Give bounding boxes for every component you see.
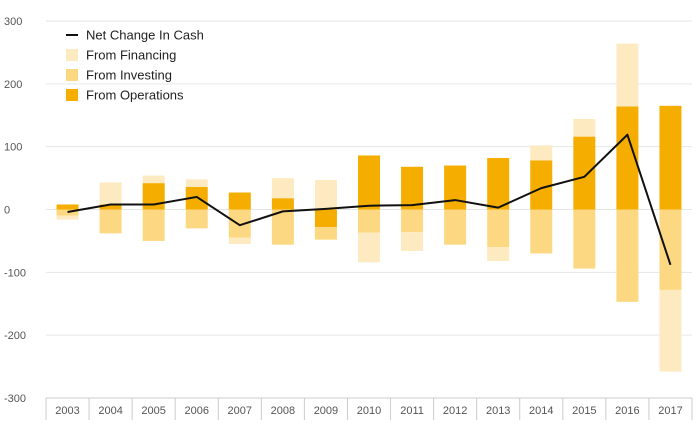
bar-from-investing-2005 <box>142 209 165 241</box>
legend-swatch-from-investing <box>66 69 78 81</box>
bar-from-operations-2016 <box>616 106 639 210</box>
x-tick-label-2008: 2008 <box>271 405 295 417</box>
bar-from-operations-2004 <box>99 204 122 210</box>
legend: Net Change In Cash From Financing From Inv… <box>66 28 204 103</box>
bar-from-financing-2003 <box>56 215 79 220</box>
bars <box>56 43 682 372</box>
bar-from-operations-2013 <box>487 157 510 210</box>
bar-from-investing-2013 <box>487 209 510 248</box>
y-tick-label: 200 <box>4 79 22 91</box>
bar-from-financing-2016 <box>616 43 639 107</box>
bar-from-investing-2017 <box>659 209 682 290</box>
x-tick-label-2007: 2007 <box>228 405 252 417</box>
bar-from-operations-2010 <box>358 155 380 210</box>
y-tick-label: -300 <box>4 393 26 405</box>
x-tick-label-2016: 2016 <box>615 405 639 417</box>
y-tick-label: 100 <box>4 142 22 154</box>
axes: 300 200 100 0 -100 -200 -300 2003 2004 2005 2006 20… <box>4 16 693 420</box>
legend-label-net-change: Net Change In Cash <box>86 28 204 43</box>
bar-from-investing-2016 <box>616 209 639 302</box>
bar-from-operations-2007 <box>228 192 251 210</box>
bar-from-financing-2007 <box>228 237 251 245</box>
bar-from-investing-2006 <box>185 209 208 229</box>
x-tick-label-2005: 2005 <box>141 405 165 417</box>
bar-from-investing-2008 <box>271 209 294 245</box>
bar-from-investing-2003 <box>56 209 79 216</box>
x-tick-label-2010: 2010 <box>357 405 381 417</box>
legend-swatch-from-operations <box>66 89 78 101</box>
bar-from-operations-2014 <box>530 160 553 210</box>
y-tick-label: -100 <box>4 267 26 279</box>
x-tick-label-2003: 2003 <box>55 405 79 417</box>
bar-from-investing-2011 <box>401 209 424 233</box>
x-tick-label-2013: 2013 <box>486 405 510 417</box>
bar-from-investing-2015 <box>573 209 596 269</box>
bar-from-financing-2010 <box>358 232 380 263</box>
bar-from-financing-2014 <box>530 145 553 161</box>
bar-from-investing-2004 <box>99 209 122 234</box>
bar-from-financing-2009 <box>314 179 337 210</box>
legend-label-from-investing: From Investing <box>86 68 172 83</box>
net-change-line-group <box>67 133 672 266</box>
legend-label-from-financing: From Financing <box>86 48 176 63</box>
bar-from-financing-2015 <box>573 119 596 137</box>
bar-from-investing-2009 <box>314 227 337 240</box>
legend-label-from-operations: From Operations <box>86 88 184 103</box>
bar-from-financing-2004 <box>99 182 122 205</box>
bar-from-operations-2009 <box>314 209 337 228</box>
y-tick-label: 0 <box>4 205 10 217</box>
bar-from-operations-2005 <box>142 183 165 210</box>
bar-from-operations-2012 <box>444 165 467 210</box>
bar-from-operations-2006 <box>185 186 208 210</box>
bar-from-operations-2011 <box>401 166 424 210</box>
x-tick-label-2006: 2006 <box>184 405 208 417</box>
bar-from-financing-2005 <box>142 175 165 184</box>
bar-from-investing-2014 <box>530 209 553 254</box>
bar-from-financing-2006 <box>185 179 208 187</box>
bar-from-investing-2007 <box>228 209 251 238</box>
x-tick-label-2012: 2012 <box>443 405 467 417</box>
x-tick-label-2015: 2015 <box>572 405 596 417</box>
x-tick-label-2009: 2009 <box>314 405 338 417</box>
legend-swatch-from-financing <box>66 49 78 61</box>
x-tick-label-2017: 2017 <box>658 405 682 417</box>
bar-from-financing-2008 <box>271 178 294 199</box>
bar-from-operations-2003 <box>56 204 79 210</box>
y-tick-label: -200 <box>4 330 26 342</box>
bar-from-operations-2017 <box>659 105 682 210</box>
bar-from-operations-2015 <box>573 136 596 210</box>
bar-from-operations-2008 <box>271 198 294 210</box>
y-tick-label: 300 <box>4 16 22 28</box>
bar-from-financing-2017 <box>659 289 682 372</box>
bar-from-investing-2010 <box>358 209 380 233</box>
bar-from-financing-2013 <box>487 247 510 262</box>
x-tick-label-2014: 2014 <box>529 405 553 417</box>
x-tick-label-2004: 2004 <box>98 405 122 417</box>
bar-from-financing-2011 <box>401 232 424 251</box>
x-tick-label-2011: 2011 <box>400 405 424 417</box>
bar-from-investing-2012 <box>444 209 467 245</box>
